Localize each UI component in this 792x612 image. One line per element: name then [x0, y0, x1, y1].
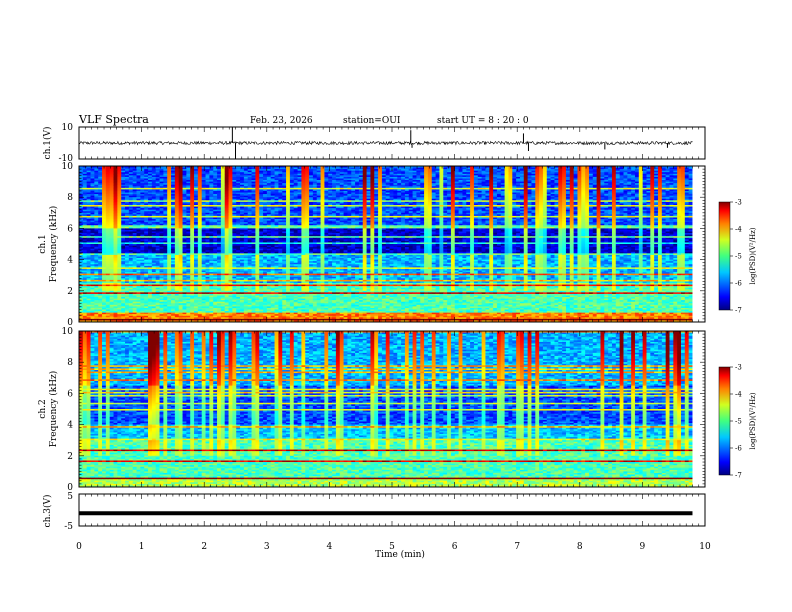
ch1-ytick-top: 10 — [62, 123, 74, 133]
figure-title: VLF Spectra — [78, 113, 149, 126]
date-label: Feb. 23, 2026 — [250, 116, 313, 126]
ch1-spectrogram — [79, 166, 705, 322]
ch1-waveform-panel: 10 -10 ch.1(V) — [42, 123, 705, 164]
start-time-label: start UT = 8 : 20 : 0 — [437, 116, 529, 126]
station-label: station=OUI — [343, 116, 401, 126]
ch1-ylabel: ch.1(V) — [42, 127, 53, 160]
